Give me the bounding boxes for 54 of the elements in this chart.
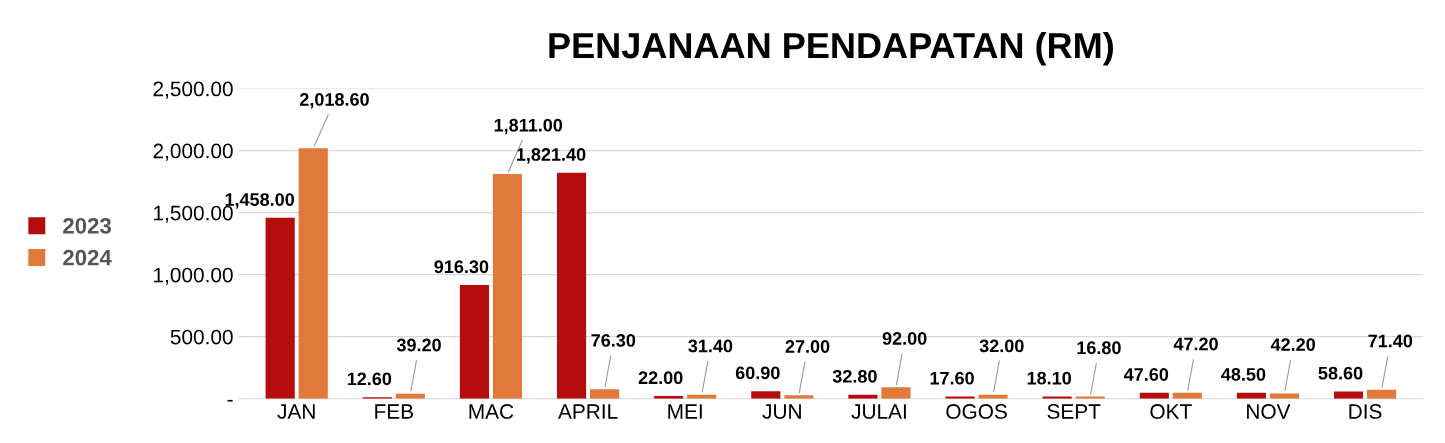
x-tick-label: MAC [469,404,514,419]
data-label: 916.30 [434,260,489,274]
data-label: 17.60 [930,371,974,385]
data-label: 1,821.40 [516,148,586,164]
data-label: 27.00 [785,340,830,353]
data-label: 42.20 [1270,338,1315,352]
data-label: 48.50 [1221,368,1266,381]
data-label: 58.60 [1318,366,1363,380]
x-tick-label: FEB [375,404,413,419]
bar [1366,389,1397,399]
data-label: 92.00 [882,332,927,345]
bar [1269,393,1300,399]
data-label: 32.00 [979,339,1024,353]
data-label: 76.30 [591,333,636,347]
bar [298,148,328,399]
x-tick-label: JULAI [851,404,906,419]
y-tick-label: 500.00 [170,329,233,345]
data-label: 32.80 [832,369,877,383]
y-tick-label: 2,000.00 [153,143,233,161]
x-tick-label: APRIL [558,404,618,419]
data-label: 71.40 [1368,334,1413,348]
data-label: 47.20 [1173,337,1218,351]
data-label: 1,811.00 [494,118,563,135]
data-label: 12.60 [347,372,392,386]
x-tick-label: JUN [762,404,801,419]
bar [459,285,489,399]
data-label: 39.20 [396,338,441,352]
legend-label: 2024 [63,249,112,266]
x-tick-label: NOV [1247,404,1291,419]
data-label: 22.00 [638,371,683,385]
bar [556,172,587,399]
bar [881,387,911,399]
data-label: 60.90 [735,366,780,380]
data-label: 16.80 [1077,341,1121,355]
bar [751,391,781,399]
legend-label: 2023 [63,217,111,234]
x-tick-label: OGOS [946,404,1007,419]
bar [492,174,523,399]
y-tick-label: 2,500.00 [153,81,233,99]
data-label: 2,018.60 [299,93,369,109]
x-tick-label: DIS [1349,404,1382,419]
x-tick-label: OKT [1150,404,1192,419]
bar [590,389,620,399]
x-tick-label: SEPT [1047,404,1101,419]
data-label: 18.10 [1027,371,1071,385]
y-tick-label: - [227,399,233,402]
data-label: 31.40 [688,339,733,353]
y-tick-label: 1,000.00 [154,267,233,285]
bar [1333,391,1364,399]
x-tick-label: MEI [668,404,702,419]
data-label: 47.60 [1123,368,1169,381]
x-tick-label: JAN [277,404,315,419]
bar [265,217,295,399]
chart-title: PENJANAAN PENDAPATAN (RM) [549,31,1113,66]
